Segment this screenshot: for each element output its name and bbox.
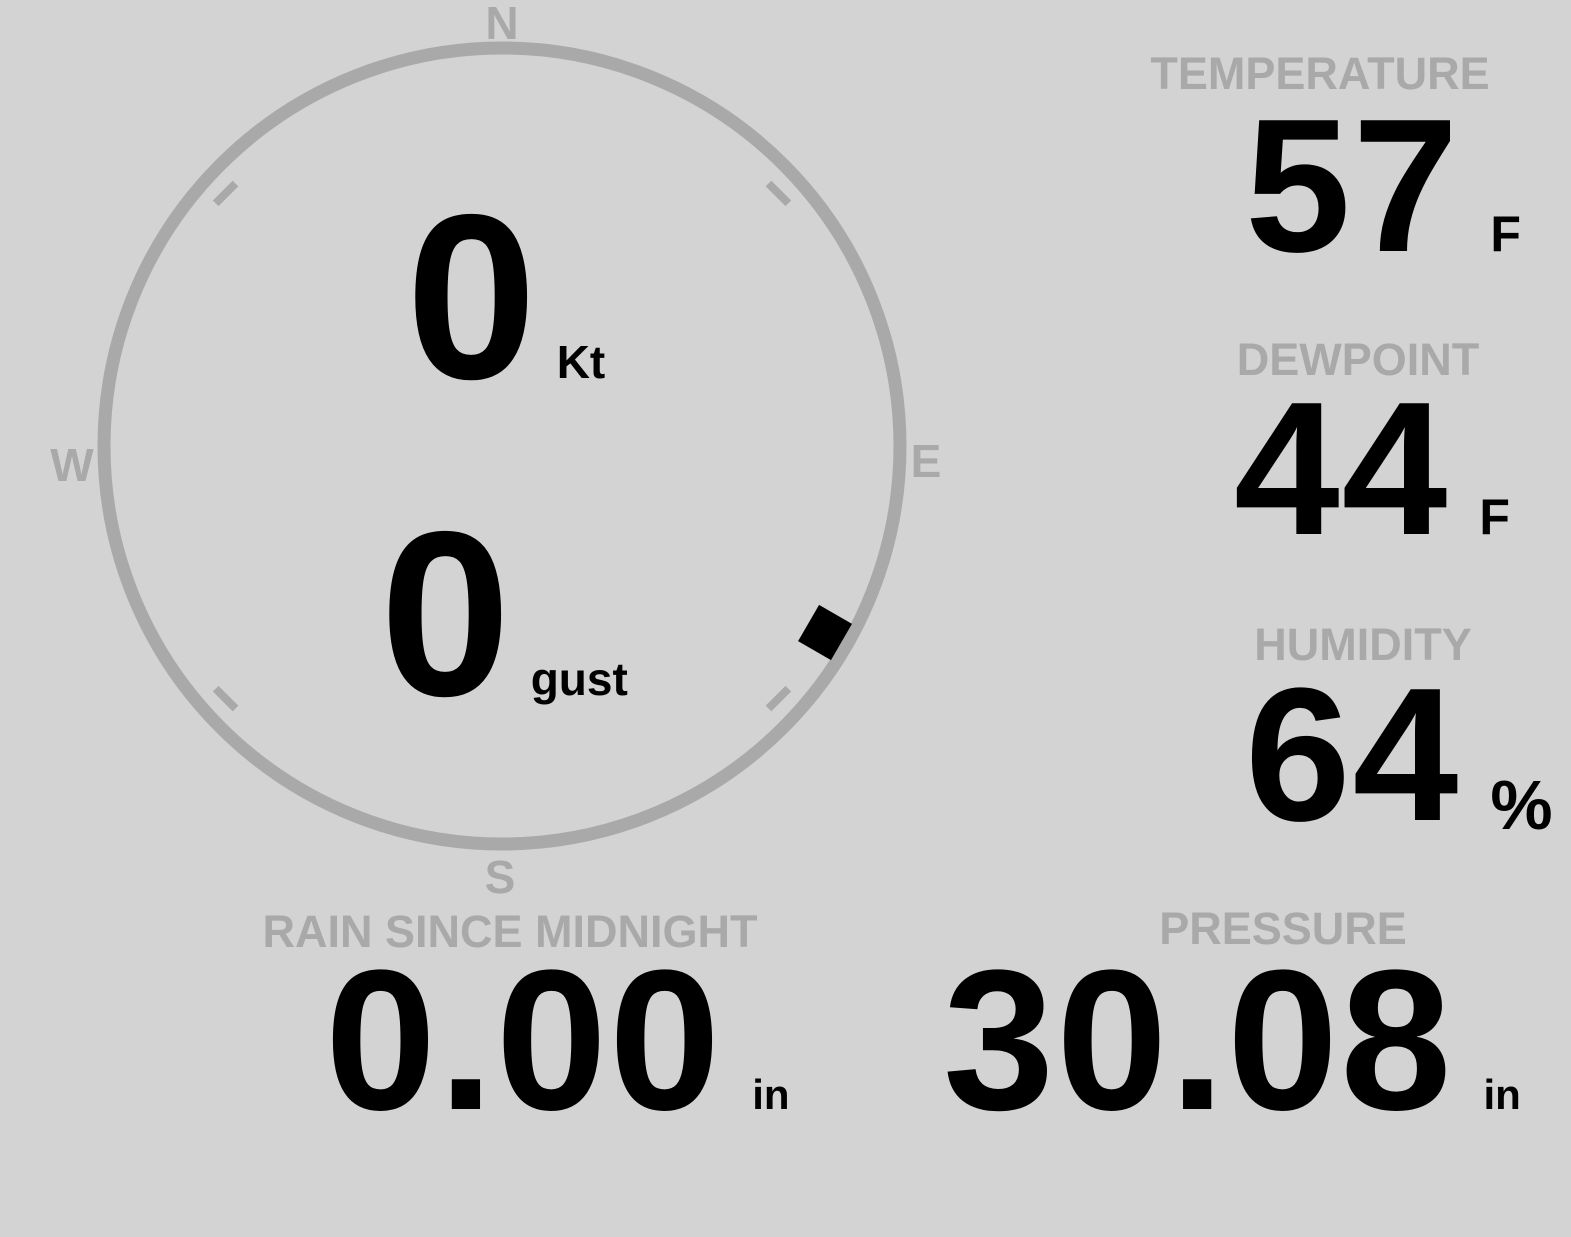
wind-speed-reading: 0 Kt xyxy=(406,179,605,414)
rain-reading: 0.00 in xyxy=(325,941,790,1141)
compass-label-north: N xyxy=(485,0,519,49)
wind-gust-unit: gust xyxy=(530,653,628,705)
rain-unit: in xyxy=(752,1071,790,1118)
humidity-value: 64 xyxy=(1245,649,1461,861)
humidity-label: HUMIDITY xyxy=(1254,619,1472,670)
temperature-value: 57 xyxy=(1245,80,1461,292)
compass-label-west: W xyxy=(50,439,94,491)
pressure-label: PRESSURE xyxy=(1159,903,1407,954)
wind-gust-value: 0 xyxy=(380,482,513,745)
compass-ring xyxy=(97,41,907,851)
pressure-unit: in xyxy=(1483,1071,1521,1118)
pressure-reading: 30.08 in xyxy=(943,941,1521,1141)
humidity-reading: 64 % xyxy=(1245,660,1553,850)
wind-speed-unit: Kt xyxy=(556,336,606,388)
rain-value: 0.00 xyxy=(325,929,723,1152)
dewpoint-unit: F xyxy=(1479,489,1510,545)
wind-speed-value: 0 xyxy=(406,165,539,428)
dewpoint-value: 44 xyxy=(1234,363,1450,575)
temperature-unit: F xyxy=(1490,206,1521,262)
compass-tick-marks xyxy=(212,180,792,712)
temperature-reading: 57 F xyxy=(1245,91,1521,281)
dewpoint-reading: 44 F xyxy=(1234,374,1510,564)
rain-label: RAIN SINCE MIDNIGHT xyxy=(262,906,758,957)
pressure-value: 30.08 xyxy=(943,929,1454,1152)
dewpoint-label: DEWPOINT xyxy=(1236,334,1480,385)
humidity-unit: % xyxy=(1490,766,1553,844)
temperature-label: TEMPERATURE xyxy=(1150,48,1490,99)
wind-gust-reading: 0 gust xyxy=(380,496,628,731)
compass-label-south: S xyxy=(484,851,516,903)
compass-label-east: E xyxy=(910,435,942,487)
